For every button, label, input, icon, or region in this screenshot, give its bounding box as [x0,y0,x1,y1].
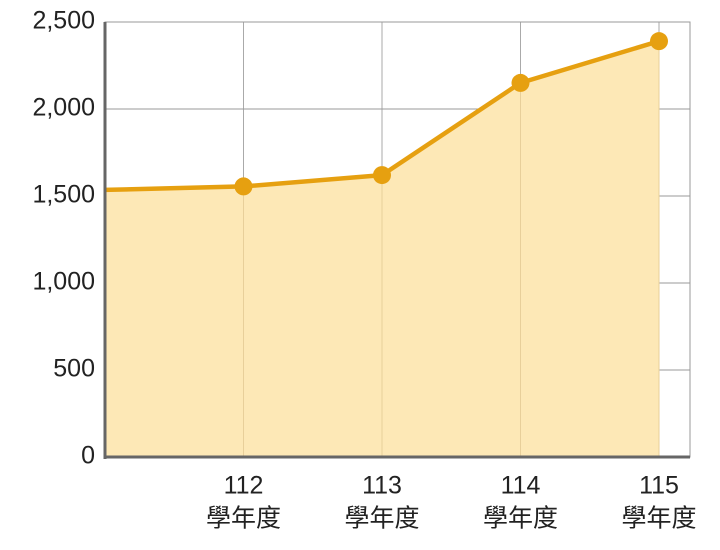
x-tick-label: 學年度 [344,505,419,533]
x-tick-label: 115 [639,472,679,500]
y-tick-label: 2,000 [32,94,95,122]
point [373,166,391,185]
point [511,73,530,92]
point [650,32,668,51]
point [234,177,253,196]
y-tick-label: 0 [81,442,95,470]
y-tick-label: 1,000 [32,268,95,296]
y-tick-label: 1,500 [32,181,95,209]
x-tick-label: 學年度 [621,505,696,533]
x-tick-label: 112 [224,472,264,500]
y-tick-label: 2,500 [32,7,95,35]
x-tick-label: 學年度 [483,505,558,533]
y-tick-label: 500 [53,355,95,383]
x-tick-label: 114 [501,472,541,500]
x-tick-label: 學年度 [206,505,281,533]
x-tick-label: 113 [362,472,402,500]
